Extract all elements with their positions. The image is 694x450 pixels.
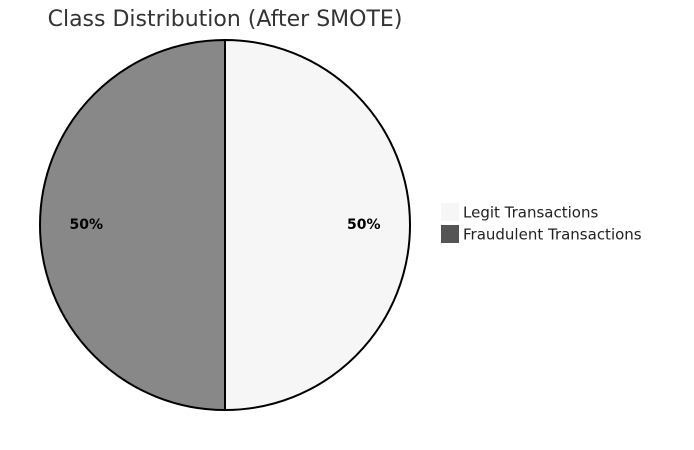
legend-swatch-1: [441, 225, 459, 243]
pie-slices: [39, 38, 411, 412]
legend: Legit Transactions Fraudulent Transaction…: [441, 203, 642, 244]
slice-label-1: 50%: [69, 217, 103, 233]
chart-title: Class Distribution (After SMOTE): [48, 7, 403, 32]
pie-slice-0: [224, 38, 411, 412]
legend-label-1: Fraudulent Transactions: [463, 226, 642, 244]
pie-slice-1: [39, 38, 226, 412]
legend-swatch-0: [441, 203, 459, 221]
legend-label-0: Legit Transactions: [463, 204, 598, 222]
slice-labels: 50% 50%: [69, 217, 380, 233]
slice-label-0: 50%: [347, 217, 381, 233]
